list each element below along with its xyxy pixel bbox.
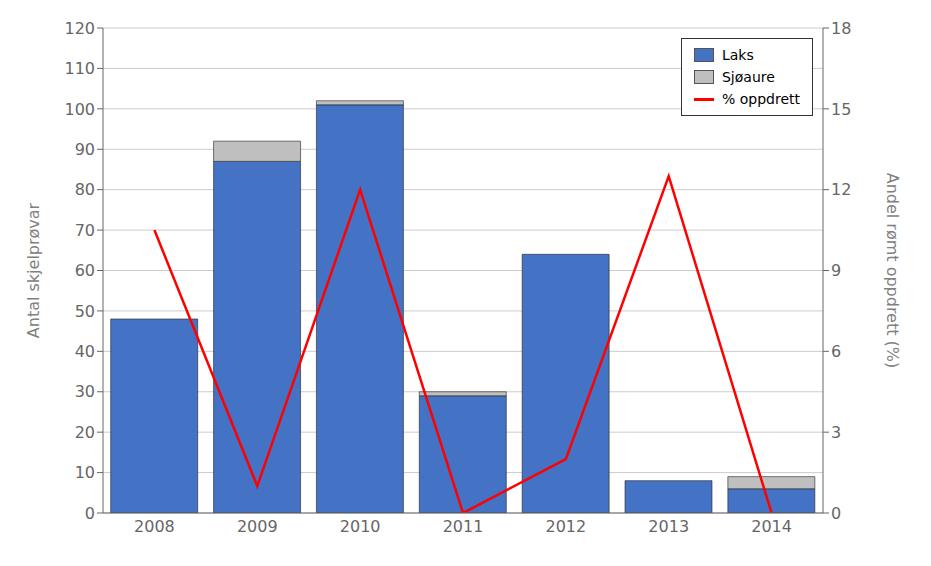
svg-text:2009: 2009 <box>237 517 278 536</box>
svg-text:2010: 2010 <box>340 517 381 536</box>
svg-text:2008: 2008 <box>134 517 175 536</box>
svg-text:9: 9 <box>831 261 841 280</box>
svg-text:3: 3 <box>831 423 841 442</box>
svg-text:80: 80 <box>75 180 95 199</box>
svg-text:10: 10 <box>75 463 95 482</box>
svg-text:100: 100 <box>64 100 95 119</box>
svg-text:15: 15 <box>831 100 851 119</box>
svg-text:60: 60 <box>75 261 95 280</box>
svg-text:2014: 2014 <box>751 517 792 536</box>
svg-text:90: 90 <box>75 140 95 159</box>
svg-text:50: 50 <box>75 302 95 321</box>
svg-text:120: 120 <box>64 19 95 38</box>
svg-text:110: 110 <box>64 59 95 78</box>
svg-text:6: 6 <box>831 342 841 361</box>
svg-text:2013: 2013 <box>648 517 689 536</box>
html-text:% oppdrett: % oppdrett <box>722 91 800 107</box>
svg-text:40: 40 <box>75 342 95 361</box>
svg-text:18: 18 <box>831 19 851 38</box>
svg-text:12: 12 <box>831 180 851 199</box>
svg-text:Antal skjelprøvar: Antal skjelprøvar <box>24 202 43 338</box>
svg-text:30: 30 <box>75 382 95 401</box>
svg-text:2012: 2012 <box>545 517 586 536</box>
svg-text:70: 70 <box>75 221 95 240</box>
svg-text:2011: 2011 <box>443 517 484 536</box>
svg-text:0: 0 <box>85 504 95 523</box>
html-text:Laks: Laks <box>722 47 754 63</box>
svg-text:Andel rømt oppdrett (%): Andel rømt oppdrett (%) <box>883 173 902 369</box>
html-text:Sjøaure: Sjøaure <box>722 69 775 85</box>
svg-text:20: 20 <box>75 423 95 442</box>
svg-text:0: 0 <box>831 504 841 523</box>
